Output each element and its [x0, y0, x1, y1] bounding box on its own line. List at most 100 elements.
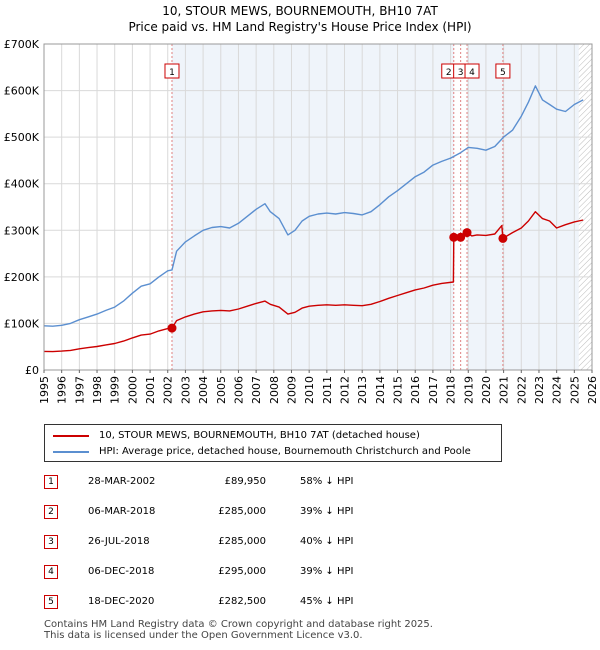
- legend-swatch-property: [53, 435, 89, 437]
- sale-number-badge: 2: [44, 505, 58, 519]
- x-tick-label: 2001: [144, 376, 157, 404]
- sale-label-text: 2: [446, 68, 452, 78]
- sale-hpi-diff: 45% ↓ HPI: [300, 596, 354, 607]
- sale-price: £285,000: [218, 506, 266, 517]
- plot-area: [44, 44, 592, 370]
- x-tick-label: 2005: [215, 376, 228, 404]
- legend-label-hpi: HPI: Average price, detached house, Bour…: [99, 446, 471, 457]
- sale-row: 4 06-DEC-2018 £295,000 39% ↓ HPI: [0, 558, 600, 588]
- x-tick-label: 2021: [498, 376, 511, 404]
- x-tick-label: 2011: [321, 376, 334, 404]
- sales-table: 1 28-MAR-2002 £89,950 58% ↓ HPI 2 06-MAR…: [0, 468, 600, 618]
- sale-price: £282,500: [218, 596, 266, 607]
- sale-label-box: 5: [495, 63, 511, 79]
- x-tick-label: 2019: [462, 376, 475, 404]
- footer-notice: Contains HM Land Registry data © Crown c…: [44, 619, 433, 641]
- y-tick-label: £0: [25, 364, 39, 377]
- sale-hpi-diff: 40% ↓ HPI: [300, 536, 354, 547]
- x-tick-label: 2008: [268, 376, 281, 404]
- chart-legend: 10, STOUR MEWS, BOURNEMOUTH, BH10 7AT (d…: [44, 424, 502, 462]
- x-tick-label: 1996: [56, 376, 69, 404]
- projection-hatch: [578, 44, 592, 370]
- y-tick-label: £200K: [4, 271, 40, 284]
- sale-label-text: 4: [469, 68, 475, 78]
- sale-price: £285,000: [218, 536, 266, 547]
- footer-copyright: Contains HM Land Registry data © Crown c…: [44, 619, 433, 630]
- sale-label-text: 1: [169, 68, 175, 78]
- plot-frame: [43, 43, 593, 371]
- ownership-band: [467, 44, 503, 370]
- sale-number-badge: 5: [44, 595, 58, 609]
- x-tick-label: 1995: [38, 376, 51, 404]
- hpi-series-line: [43, 85, 584, 327]
- sale-hpi-diff: 39% ↓ HPI: [300, 566, 354, 577]
- sale-price: £89,950: [224, 476, 266, 487]
- x-tick-label: 2006: [232, 376, 245, 404]
- y-tick-label: £600K: [4, 85, 40, 98]
- sale-number-badge: 4: [44, 565, 58, 579]
- sale-point: [167, 323, 177, 333]
- sale-date: 06-MAR-2018: [88, 506, 156, 517]
- x-tick-label: 2010: [303, 376, 316, 404]
- x-tick-label: 2012: [339, 376, 352, 404]
- x-tick-label: 2023: [533, 376, 546, 404]
- y-tick-label: £500K: [4, 131, 40, 144]
- x-tick-label: 2025: [568, 376, 581, 404]
- legend-swatch-hpi: [53, 451, 89, 453]
- x-tick-label: 1998: [91, 376, 104, 404]
- sale-point: [462, 228, 472, 238]
- sale-label-frame: [495, 63, 511, 79]
- sale-price: £295,000: [218, 566, 266, 577]
- x-tick-label: 2018: [445, 376, 458, 404]
- x-tick-label: 2003: [179, 376, 192, 404]
- y-tick-label: £300K: [4, 224, 40, 237]
- x-tick-label: 2004: [197, 376, 210, 404]
- x-tick-label: 2002: [162, 376, 175, 404]
- sale-label-frame: [464, 63, 480, 79]
- sale-number-badge: 1: [44, 475, 58, 489]
- sale-number-badge: 3: [44, 535, 58, 549]
- sale-row: 5 18-DEC-2020 £282,500 45% ↓ HPI: [0, 588, 600, 618]
- x-tick-label: 2007: [250, 376, 263, 404]
- x-tick-label: 2009: [285, 376, 298, 404]
- x-tick-label: 2013: [356, 376, 369, 404]
- y-tick-label: £700K: [4, 38, 40, 51]
- sale-label-box: 4: [464, 63, 480, 79]
- sale-hpi-diff: 39% ↓ HPI: [300, 506, 354, 517]
- chart-subtitle: Price paid vs. HM Land Registry's House …: [128, 20, 472, 34]
- price-chart: 1 2 3 4 5 £0 £100K £200K £300K £400K £500K £600K £70…: [4, 38, 599, 404]
- x-tick-label: 2015: [392, 376, 405, 404]
- x-tick-label: 2026: [586, 376, 599, 404]
- sale-label-box: 1: [164, 63, 180, 79]
- x-tick-label: 2024: [551, 376, 564, 404]
- x-tick-label: 1997: [73, 376, 86, 404]
- y-tick-label: £100K: [4, 317, 40, 330]
- x-tick-label: 2000: [126, 376, 139, 404]
- x-tick-label: 2014: [374, 376, 387, 404]
- sale-date: 18-DEC-2020: [88, 596, 155, 607]
- sale-point: [456, 232, 466, 242]
- sale-hpi-diff: 58% ↓ HPI: [300, 476, 354, 487]
- sale-label-frame: [164, 63, 180, 79]
- sale-date: 28-MAR-2002: [88, 476, 156, 487]
- sale-date: 06-DEC-2018: [88, 566, 155, 577]
- chart-title: 10, STOUR MEWS, BOURNEMOUTH, BH10 7AT: [162, 4, 438, 18]
- sale-row: 2 06-MAR-2018 £285,000 39% ↓ HPI: [0, 498, 600, 528]
- footer-license: This data is licensed under the Open Gov…: [44, 630, 363, 641]
- x-tick-label: 2022: [515, 376, 528, 404]
- x-tick-label: 2020: [480, 376, 493, 404]
- property-series-line: [43, 210, 584, 353]
- x-tick-label: 2016: [409, 376, 422, 404]
- sale-label-text: 3: [458, 68, 464, 78]
- sale-point: [498, 233, 508, 243]
- legend-label-property: 10, STOUR MEWS, BOURNEMOUTH, BH10 7AT (d…: [99, 430, 420, 441]
- sale-label-text: 5: [500, 68, 506, 78]
- sale-row: 1 28-MAR-2002 £89,950 58% ↓ HPI: [0, 468, 600, 498]
- sale-row: 3 26-JUL-2018 £285,000 40% ↓ HPI: [0, 528, 600, 558]
- ownership-band: [171, 44, 454, 370]
- sale-date: 26-JUL-2018: [88, 536, 150, 547]
- ownership-band: [502, 44, 579, 370]
- y-tick-label: £400K: [4, 178, 40, 191]
- x-tick-label: 2017: [427, 376, 440, 404]
- x-tick-label: 1999: [109, 376, 122, 404]
